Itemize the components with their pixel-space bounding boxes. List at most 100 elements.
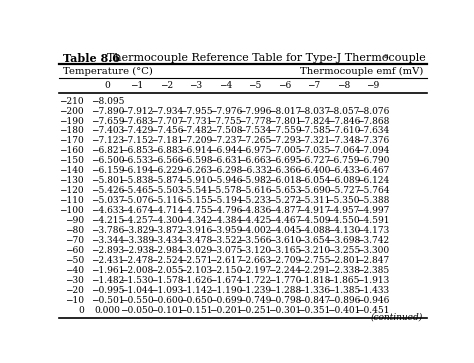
Text: −5.426: −5.426 <box>91 186 125 195</box>
Text: −1.913: −1.913 <box>356 276 389 285</box>
Text: −2.893: −2.893 <box>91 246 124 255</box>
Text: −2.197: −2.197 <box>238 266 272 275</box>
Text: −4.796: −4.796 <box>209 206 242 215</box>
Text: −3.300: −3.300 <box>356 246 389 255</box>
Text: −6.853: −6.853 <box>120 146 154 155</box>
Text: −3.120: −3.120 <box>238 246 272 255</box>
Text: −7.376: −7.376 <box>356 136 389 146</box>
Text: −60: −60 <box>65 246 84 255</box>
Text: −4.384: −4.384 <box>209 216 242 225</box>
Text: −110: −110 <box>59 196 84 205</box>
Text: −2.663: −2.663 <box>238 256 272 265</box>
Text: Table 8.6: Table 8.6 <box>63 53 120 64</box>
Text: −6.944: −6.944 <box>209 146 242 155</box>
Text: −2.478: −2.478 <box>120 256 154 265</box>
Text: −170: −170 <box>59 136 84 146</box>
Text: (continued): (continued) <box>371 313 423 322</box>
Text: −7.035: −7.035 <box>297 146 330 155</box>
Text: −3.959: −3.959 <box>209 226 242 235</box>
Text: −1: −1 <box>130 81 144 90</box>
Text: −0.050: −0.050 <box>120 306 154 315</box>
Text: −0.201: −0.201 <box>209 306 242 315</box>
Text: −5.350: −5.350 <box>327 196 360 205</box>
Text: −1.093: −1.093 <box>150 286 183 295</box>
Text: −5.037: −5.037 <box>91 196 125 205</box>
Text: −0.699: −0.699 <box>209 296 242 305</box>
Text: −7.824: −7.824 <box>297 117 330 126</box>
Text: −6.018: −6.018 <box>268 176 301 185</box>
Text: −6: −6 <box>278 81 291 90</box>
Text: −0.650: −0.650 <box>179 296 213 305</box>
Text: −3.916: −3.916 <box>179 226 212 235</box>
Text: −80: −80 <box>65 226 84 235</box>
Text: −7.005: −7.005 <box>268 146 301 155</box>
Text: −3: −3 <box>189 81 202 90</box>
Text: Thermocouple Reference Table for Type-J Thermocouple: Thermocouple Reference Table for Type-J … <box>100 53 426 62</box>
Text: −2.431: −2.431 <box>91 256 124 265</box>
Text: −6.332: −6.332 <box>238 166 272 175</box>
Text: −180: −180 <box>59 126 84 135</box>
Text: −8.017: −8.017 <box>268 107 301 115</box>
Text: −5.910: −5.910 <box>179 176 213 185</box>
Text: −5.116: −5.116 <box>150 196 183 205</box>
Text: −7.778: −7.778 <box>238 117 272 126</box>
Text: −6.631: −6.631 <box>209 156 242 166</box>
Text: −4.633: −4.633 <box>91 206 124 215</box>
Text: −5.578: −5.578 <box>209 186 242 195</box>
Text: −2.008: −2.008 <box>120 266 154 275</box>
Text: −4.755: −4.755 <box>179 206 213 215</box>
Text: −4.877: −4.877 <box>268 206 301 215</box>
Text: −0.600: −0.600 <box>150 296 183 305</box>
Text: −5: −5 <box>248 81 262 90</box>
Text: −3.210: −3.210 <box>297 246 330 255</box>
Text: −8.037: −8.037 <box>297 107 330 115</box>
Text: −7.934: −7.934 <box>150 107 183 115</box>
Text: −1.770: −1.770 <box>268 276 301 285</box>
Text: −7.610: −7.610 <box>327 126 360 135</box>
Text: −5.233: −5.233 <box>238 196 272 205</box>
Text: −0.995: −0.995 <box>91 286 125 295</box>
Text: 0: 0 <box>105 81 110 90</box>
Text: −6.467: −6.467 <box>356 166 389 175</box>
Text: −4.425: −4.425 <box>238 216 272 225</box>
Text: −3.075: −3.075 <box>209 246 242 255</box>
Text: −1.142: −1.142 <box>179 286 212 295</box>
Text: −5.616: −5.616 <box>238 186 272 195</box>
Text: −6.695: −6.695 <box>268 156 301 166</box>
Text: −4.957: −4.957 <box>327 206 360 215</box>
Text: −2.338: −2.338 <box>327 266 360 275</box>
Text: −6.663: −6.663 <box>238 156 272 166</box>
Text: −90: −90 <box>65 216 84 225</box>
Text: −5.155: −5.155 <box>179 196 213 205</box>
Text: −0.351: −0.351 <box>297 306 330 315</box>
Text: −7.152: −7.152 <box>120 136 154 146</box>
Text: −7.181: −7.181 <box>150 136 183 146</box>
Text: −5.690: −5.690 <box>297 186 330 195</box>
Text: −3.698: −3.698 <box>327 236 360 245</box>
Text: −5.272: −5.272 <box>268 196 301 205</box>
Text: −0.101: −0.101 <box>150 306 183 315</box>
Text: −0.946: −0.946 <box>356 296 389 305</box>
Text: −2.524: −2.524 <box>150 256 183 265</box>
Text: −2.755: −2.755 <box>297 256 330 265</box>
Text: −150: −150 <box>59 156 84 166</box>
Text: −6.263: −6.263 <box>179 166 212 175</box>
Text: −6.914: −6.914 <box>179 146 213 155</box>
Text: −5.764: −5.764 <box>356 186 389 195</box>
Text: −7.403: −7.403 <box>91 126 124 135</box>
Text: −9: −9 <box>366 81 379 90</box>
Text: −4.300: −4.300 <box>150 216 183 225</box>
Text: −6.566: −6.566 <box>150 156 183 166</box>
Text: −3.786: −3.786 <box>91 226 124 235</box>
Text: −3.165: −3.165 <box>268 246 301 255</box>
Text: −2.801: −2.801 <box>327 256 360 265</box>
Text: −7.123: −7.123 <box>91 136 124 146</box>
Text: −2.847: −2.847 <box>356 256 389 265</box>
Text: −6.883: −6.883 <box>150 146 183 155</box>
Text: −6.727: −6.727 <box>297 156 330 166</box>
Text: −1.385: −1.385 <box>327 286 360 295</box>
Text: −2.291: −2.291 <box>297 266 330 275</box>
Text: −6.124: −6.124 <box>356 176 389 185</box>
Text: −7.801: −7.801 <box>268 117 301 126</box>
Text: −5.653: −5.653 <box>268 186 301 195</box>
